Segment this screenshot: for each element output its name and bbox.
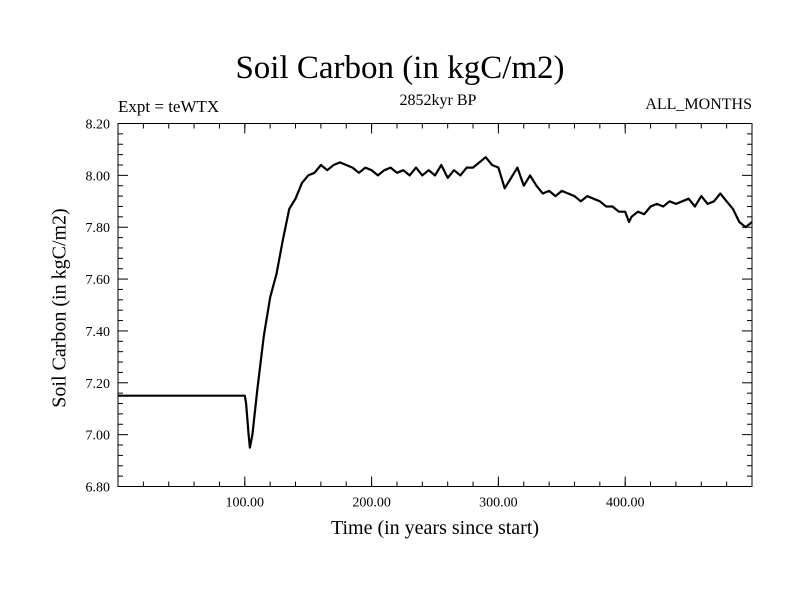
axis-ticks: 100.00 200.00 300.00 400.00 6.80 7.00 7.20 7.40… (86, 118, 752, 511)
x-axis-label: Time (in years since start) (330, 517, 540, 539)
y-tick-label: 8.00 (86, 169, 111, 184)
x-tick-label: 300.00 (479, 496, 518, 511)
plot-frame (117, 123, 753, 487)
y-tick-label: 6.80 (86, 481, 111, 496)
chart-title: Soil Carbon (in kgC/m2) (235, 50, 565, 86)
months-label: ALL_MONTHS (645, 96, 752, 113)
x-tick-label: 200.00 (352, 496, 391, 511)
x-tick-label: 400.00 (606, 496, 645, 511)
x-tick-label: 100.00 (226, 496, 265, 511)
y-tick-label: 7.40 (86, 325, 111, 340)
y-tick-label: 7.60 (86, 273, 111, 288)
y-tick-label: 7.80 (86, 221, 111, 236)
series-line-soil-carbon (118, 156, 753, 449)
series-group (118, 156, 753, 449)
y-tick-label: 7.00 (86, 429, 111, 444)
y-tick-label: 7.20 (86, 377, 111, 392)
chart-subtitle: 2852kyr BP (399, 92, 477, 109)
y-tick-label: 8.20 (86, 118, 111, 133)
experiment-label: Expt = teWTX (118, 97, 220, 116)
